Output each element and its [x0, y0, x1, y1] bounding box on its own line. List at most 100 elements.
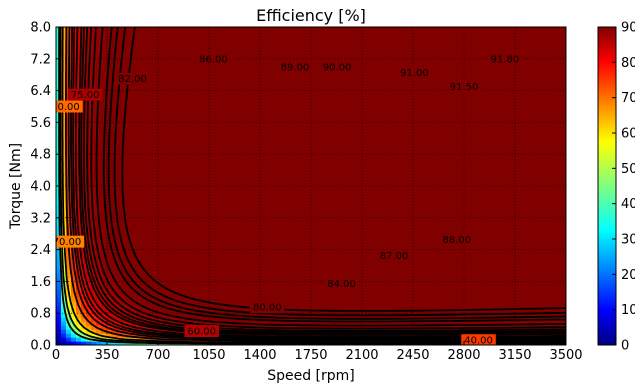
heatmap-cell: [256, 110, 262, 116]
heatmap-cell: [316, 321, 322, 326]
heatmap-cell: [271, 166, 277, 171]
heatmap-cell: [241, 66, 247, 72]
heatmap-cell: [126, 154, 132, 159]
heatmap-cell: [161, 321, 167, 326]
heatmap-cell: [181, 233, 187, 239]
heatmap-cell: [191, 205, 197, 211]
heatmap-cell: [271, 110, 277, 116]
heatmap-cell: [221, 114, 227, 120]
heatmap-cell: [286, 241, 292, 247]
heatmap-cell: [156, 94, 162, 100]
heatmap-cell: [256, 289, 262, 294]
heatmap-cell: [341, 102, 347, 108]
heatmap-cell: [231, 186, 237, 191]
heatmap-cell: [301, 126, 307, 131]
heatmap-cell: [201, 253, 207, 259]
heatmap-cell: [211, 186, 217, 191]
heatmap-cell: [291, 78, 297, 84]
heatmap-cell: [326, 54, 332, 60]
heatmap-cell: [61, 170, 67, 175]
heatmap-cell: [356, 217, 362, 223]
heatmap-cell: [91, 209, 97, 215]
heatmap-cell: [271, 27, 277, 32]
heatmap-cell: [266, 273, 272, 279]
heatmap-cell: [191, 257, 197, 263]
heatmap-cell: [81, 253, 87, 259]
heatmap-cell: [281, 269, 287, 275]
heatmap-cell: [161, 273, 167, 279]
heatmap-cell: [226, 74, 232, 80]
heatmap-cell: [261, 50, 267, 56]
heatmap-cell: [276, 269, 282, 275]
heatmap-cell: [296, 50, 302, 56]
heatmap-cell: [331, 269, 337, 275]
heatmap-cell: [101, 209, 107, 215]
heatmap-cell: [56, 249, 62, 255]
heatmap-cell: [141, 106, 147, 112]
heatmap-cell: [211, 217, 217, 223]
heatmap-cell: [291, 225, 297, 231]
heatmap-cell: [306, 178, 312, 183]
heatmap-cell: [116, 213, 122, 219]
heatmap-cell: [221, 66, 227, 72]
heatmap-cell: [91, 333, 97, 338]
heatmap-cell: [311, 289, 317, 294]
heatmap-cell: [126, 50, 132, 56]
heatmap-cell: [261, 134, 267, 139]
heatmap-cell: [231, 249, 237, 255]
heatmap-cell: [321, 321, 327, 326]
heatmap-cell: [191, 213, 197, 219]
heatmap-cell: [291, 110, 297, 116]
heatmap-cell: [226, 82, 232, 88]
heatmap-cell: [246, 182, 252, 187]
heatmap-cell: [291, 134, 297, 139]
heatmap-cell: [311, 46, 317, 52]
heatmap-cell: [336, 142, 342, 147]
heatmap-cell: [161, 98, 167, 104]
heatmap-cell: [151, 146, 157, 151]
heatmap-cell: [176, 146, 182, 151]
heatmap-cell: [206, 285, 212, 290]
heatmap-cell: [306, 174, 312, 179]
heatmap-cell: [171, 285, 177, 290]
heatmap-cell: [261, 221, 267, 227]
heatmap-cell: [341, 321, 347, 326]
heatmap-cell: [226, 317, 232, 322]
heatmap-cell: [251, 261, 257, 267]
heatmap-cell: [291, 221, 297, 227]
heatmap-cell: [121, 114, 127, 120]
heatmap-cell: [296, 90, 302, 96]
heatmap-cell: [301, 174, 307, 179]
heatmap-cell: [366, 229, 372, 235]
heatmap-cell: [126, 42, 132, 48]
heatmap-cell: [251, 146, 257, 151]
heatmap-cell: [131, 333, 137, 338]
heatmap-cell: [61, 74, 67, 80]
heatmap-cell: [131, 54, 137, 60]
heatmap-cell: [241, 146, 247, 151]
heatmap-cell: [146, 337, 152, 342]
heatmap-cell: [106, 34, 112, 40]
heatmap-cell: [281, 313, 287, 318]
heatmap-cell: [131, 146, 137, 151]
heatmap-cell: [346, 46, 352, 52]
heatmap-cell: [361, 277, 367, 283]
heatmap-cell: [121, 66, 127, 72]
heatmap-cell: [366, 217, 372, 223]
heatmap-cell: [96, 233, 102, 239]
heatmap-cell: [216, 277, 222, 283]
heatmap-cell: [136, 209, 142, 215]
heatmap-cell: [356, 233, 362, 239]
heatmap-cell: [296, 110, 302, 116]
heatmap-cell: [231, 325, 237, 330]
heatmap-cell: [91, 162, 97, 167]
heatmap-cell: [101, 58, 107, 64]
heatmap-cell: [86, 38, 92, 44]
heatmap-cell: [66, 329, 72, 334]
heatmap-cell: [256, 189, 262, 195]
heatmap-cell: [116, 189, 122, 195]
heatmap-cell: [286, 50, 292, 56]
heatmap-cell: [331, 289, 337, 294]
heatmap-cell: [286, 261, 292, 267]
heatmap-cell: [206, 261, 212, 267]
